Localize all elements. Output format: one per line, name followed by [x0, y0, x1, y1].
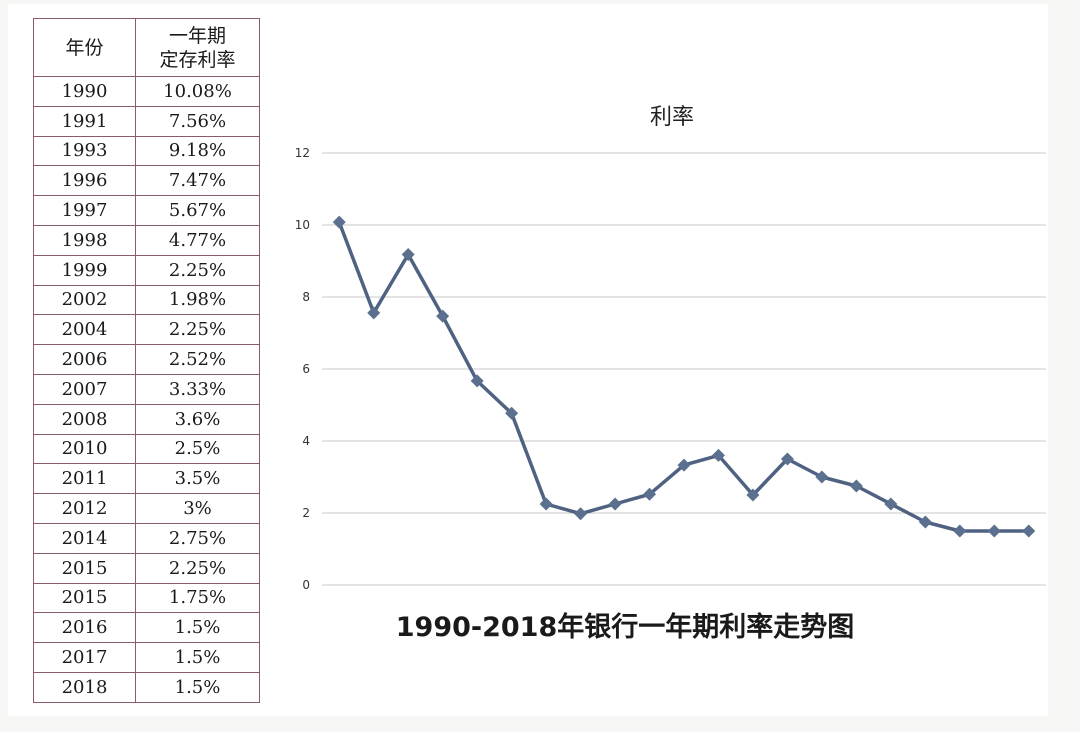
data-point-marker — [849, 479, 863, 493]
table-body: 1990 10.08% 1991 7.56% 1993 9.18% 1996 7.47% 199… — [33, 76, 260, 703]
year-cell: 1999 — [33, 254, 136, 286]
chart-gridlines — [322, 152, 1046, 586]
table-row: 2011 3.5% — [33, 463, 260, 495]
data-point-marker — [505, 406, 519, 420]
year-cell: 2015 — [33, 552, 136, 584]
year-cell: 1991 — [33, 105, 136, 137]
rate-cell: 1.5% — [135, 642, 260, 673]
year-cell: 2018 — [33, 671, 136, 703]
table-row: 1993 9.18% — [33, 135, 260, 167]
rate-cell: 2.5% — [135, 433, 260, 465]
rate-cell: 1.5% — [135, 671, 260, 703]
data-point-marker — [539, 497, 553, 511]
table-row: 1999 2.25% — [33, 254, 260, 286]
rate-cell: 3.6% — [135, 403, 260, 435]
data-point-marker — [711, 448, 725, 462]
year-column-header: 年份 — [33, 18, 136, 77]
table-row: 2002 1.98% — [33, 284, 260, 316]
data-point-marker — [918, 515, 932, 529]
y-tick-label: 10 — [295, 218, 310, 232]
data-point-marker — [780, 452, 794, 466]
data-point-marker — [815, 470, 829, 484]
data-point-marker — [643, 487, 657, 501]
y-tick-label: 0 — [302, 578, 310, 592]
year-cell: 1998 — [33, 224, 136, 256]
chart-caption: 1990-2018年银行一年期利率走势图 — [396, 611, 855, 643]
table-header-row: 年份 一年期 定存利率 — [33, 18, 260, 77]
data-point-marker — [332, 215, 346, 229]
data-point-marker — [1022, 524, 1036, 538]
year-cell: 2015 — [33, 582, 136, 614]
rate-table: 年份 一年期 定存利率 1990 10.08% 1991 7.56% 1993 9.18%… — [33, 18, 260, 703]
data-point-marker — [677, 458, 691, 472]
year-cell: 2007 — [33, 373, 136, 405]
data-point-marker — [884, 497, 898, 511]
y-tick-label: 8 — [302, 290, 310, 304]
year-cell: 2002 — [33, 284, 136, 316]
data-point-marker — [470, 374, 484, 388]
table-row: 2018 1.5% — [33, 671, 260, 703]
rate-header-line-1: 一年期 — [168, 24, 226, 47]
year-cell: 2008 — [33, 403, 136, 435]
table-row: 2008 3.6% — [33, 403, 260, 435]
y-tick-label: 2 — [302, 506, 310, 520]
chart-title: 利率 — [650, 105, 694, 130]
rate-header-line-2: 定存利率 — [159, 48, 236, 71]
year-cell: 2011 — [33, 463, 136, 495]
rate-series-markers — [332, 215, 1036, 538]
rate-cell: 10.08% — [135, 76, 260, 107]
table-row: 1997 5.67% — [33, 195, 260, 226]
data-point-marker — [746, 488, 760, 502]
y-tick-label: 12 — [295, 146, 310, 160]
rate-cell: 5.67% — [135, 195, 260, 226]
table-row: 2017 1.5% — [33, 642, 260, 673]
rate-cell: 1.5% — [135, 612, 260, 644]
rate-series-line — [337, 221, 1029, 533]
year-cell: 1993 — [33, 135, 136, 167]
rate-cell: 2.75% — [135, 522, 260, 554]
table-row: 2012 3% — [33, 493, 260, 524]
year-cell: 2017 — [33, 642, 136, 673]
table-row: 2016 1.5% — [33, 612, 260, 644]
year-cell: 2006 — [33, 344, 136, 375]
table-row: 1991 7.56% — [33, 105, 260, 137]
data-point-marker — [367, 306, 381, 320]
rate-cell: 7.56% — [135, 105, 260, 137]
year-cell: 1997 — [33, 195, 136, 226]
y-tick-label: 6 — [302, 362, 310, 376]
year-cell: 1996 — [33, 165, 136, 197]
y-tick-label: 4 — [302, 434, 310, 448]
data-point-marker — [436, 309, 450, 323]
rate-cell: 1.75% — [135, 582, 260, 614]
rate-cell: 3.5% — [135, 463, 260, 495]
data-point-marker — [401, 248, 415, 262]
year-cell: 2016 — [33, 612, 136, 644]
y-axis-tick-labels: 0 2 4 6 8 10 12 — [295, 146, 310, 592]
table-row: 2015 1.75% — [33, 582, 260, 614]
rate-cell: 1.98% — [135, 284, 260, 316]
rate-column-header: 一年期 定存利率 — [135, 18, 260, 77]
data-point-marker — [574, 507, 588, 521]
data-point-marker — [608, 497, 622, 511]
data-point-marker — [987, 524, 1001, 538]
table-row: 1996 7.47% — [33, 165, 260, 197]
data-point-marker — [953, 524, 967, 538]
